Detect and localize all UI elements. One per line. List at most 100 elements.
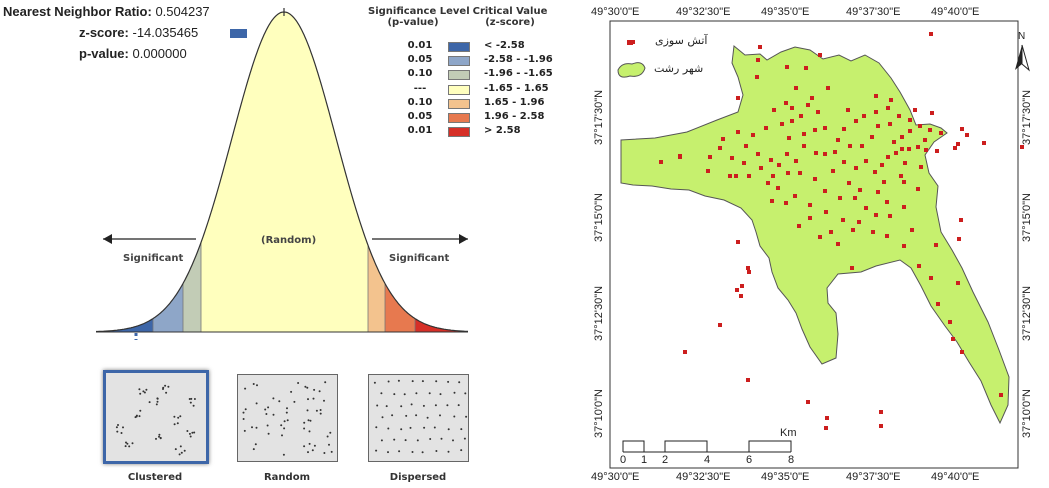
pattern-dot: [411, 451, 414, 453]
fire-point: [857, 220, 861, 224]
bottom-longitude-label: 49°32'30"E: [676, 471, 731, 483]
right-latitude-label: 37°10'0"N: [1021, 389, 1033, 438]
pattern-dot: [312, 397, 315, 400]
pattern-dot: [128, 445, 131, 448]
fire-point: [814, 151, 818, 155]
pattern-dot: [142, 390, 145, 393]
pattern-dot: [398, 450, 401, 453]
rasht-fire-map: آتش سوزی شهر رشت N Km 0 1 2 4 6 8 49°30'0"E 49…: [560, 0, 1049, 488]
pattern-dot: [158, 433, 161, 436]
fire-point: [728, 174, 732, 178]
fire-point: [824, 210, 828, 214]
clustered-caption: Clustered: [127, 472, 183, 483]
pattern-dot: [306, 386, 309, 389]
scale-label: 0: [620, 454, 627, 466]
pattern-dot: [162, 386, 165, 389]
left-significance-arrow-head: [103, 234, 112, 244]
fire-point: [873, 170, 877, 174]
pattern-dot: [139, 409, 142, 412]
pattern-dot: [375, 449, 378, 452]
fire-point: [736, 240, 740, 244]
fire-point: [916, 145, 920, 149]
pattern-dot: [323, 399, 325, 402]
pattern-dot: [387, 427, 390, 430]
fire-point: [758, 45, 762, 49]
pattern-dot: [457, 404, 460, 407]
fire-point: [916, 187, 920, 191]
pattern-dot: [264, 408, 267, 411]
top-longitude-label: 49°40'0"E: [931, 6, 980, 18]
significant-left-label: Significant: [123, 253, 184, 264]
fire-point: [923, 138, 927, 142]
fire-point: [718, 323, 722, 327]
fire-point: [848, 144, 852, 148]
fire-point: [1020, 145, 1024, 149]
fire-point: [846, 108, 850, 112]
fire-point: [785, 152, 789, 156]
fire-point: [934, 243, 938, 247]
fire-point: [770, 199, 774, 203]
significance-header: Significance Level (p-value): [368, 6, 470, 28]
pattern-dot: [400, 428, 403, 431]
pattern-dot: [156, 400, 159, 403]
pattern-dot: [138, 388, 141, 391]
pattern-dot: [411, 380, 414, 383]
pattern-dot: [254, 443, 257, 446]
fire-point: [897, 114, 901, 118]
p-value: 0.000000: [132, 46, 187, 61]
city-legend-symbol: [617, 62, 646, 78]
pattern-dot: [315, 409, 318, 412]
fire-point: [956, 142, 960, 146]
pattern-dot: [178, 453, 181, 456]
fire-point: [755, 75, 759, 79]
fire-point: [780, 122, 784, 126]
fire-point: [930, 111, 934, 115]
fire-point: [858, 188, 862, 192]
pattern-dot: [435, 380, 438, 383]
pattern-dot: [435, 450, 438, 452]
fire-point: [790, 106, 794, 110]
scale-segment: [664, 440, 708, 452]
pattern-dot: [311, 449, 314, 452]
legend-z-range: -1.96 - -1.65: [484, 68, 553, 80]
left-latitude-label: 37°17'30"N: [593, 89, 605, 145]
pattern-dot: [328, 443, 330, 446]
pattern-dot: [135, 414, 138, 417]
pattern-dot: [428, 392, 431, 395]
fire-point: [957, 237, 961, 241]
legend-z-range: < -2.58: [484, 40, 525, 51]
pattern-dot: [242, 418, 245, 420]
pattern-dot: [400, 405, 403, 408]
fire-point: [746, 378, 750, 382]
z-value: -14.035465: [132, 25, 199, 40]
fire-point: [794, 86, 798, 90]
fire-point: [864, 159, 868, 163]
pattern-dot: [397, 379, 400, 382]
clustered-pattern: [103, 370, 209, 464]
pattern-dot: [303, 427, 306, 430]
pattern-dot: [447, 428, 450, 431]
scale-segment: [748, 440, 792, 452]
fire-point: [838, 196, 842, 200]
random-dots: [242, 381, 333, 456]
pattern-dot: [375, 426, 378, 429]
z-label: z-score:: [79, 25, 129, 40]
scale-label: 2: [662, 454, 669, 466]
pattern-dot: [324, 381, 327, 384]
legend-p-value: ---: [413, 82, 427, 94]
pattern-dot: [148, 401, 151, 404]
fire-point: [736, 96, 740, 100]
pattern-dot: [416, 439, 419, 442]
legend-swatch: [448, 70, 470, 81]
fire-point: [816, 110, 820, 114]
fire-point: [876, 190, 880, 194]
fire-point: [826, 86, 830, 90]
pattern-dot: [278, 400, 281, 403]
fire-legend-label: آتش سوزی: [655, 34, 708, 47]
pattern-dot: [440, 437, 443, 440]
pattern-dot: [190, 397, 193, 400]
fire-point: [808, 216, 812, 220]
rasht-city-polygon: [620, 45, 1010, 425]
pattern-dot: [410, 403, 413, 406]
pattern-dot: [465, 415, 468, 418]
